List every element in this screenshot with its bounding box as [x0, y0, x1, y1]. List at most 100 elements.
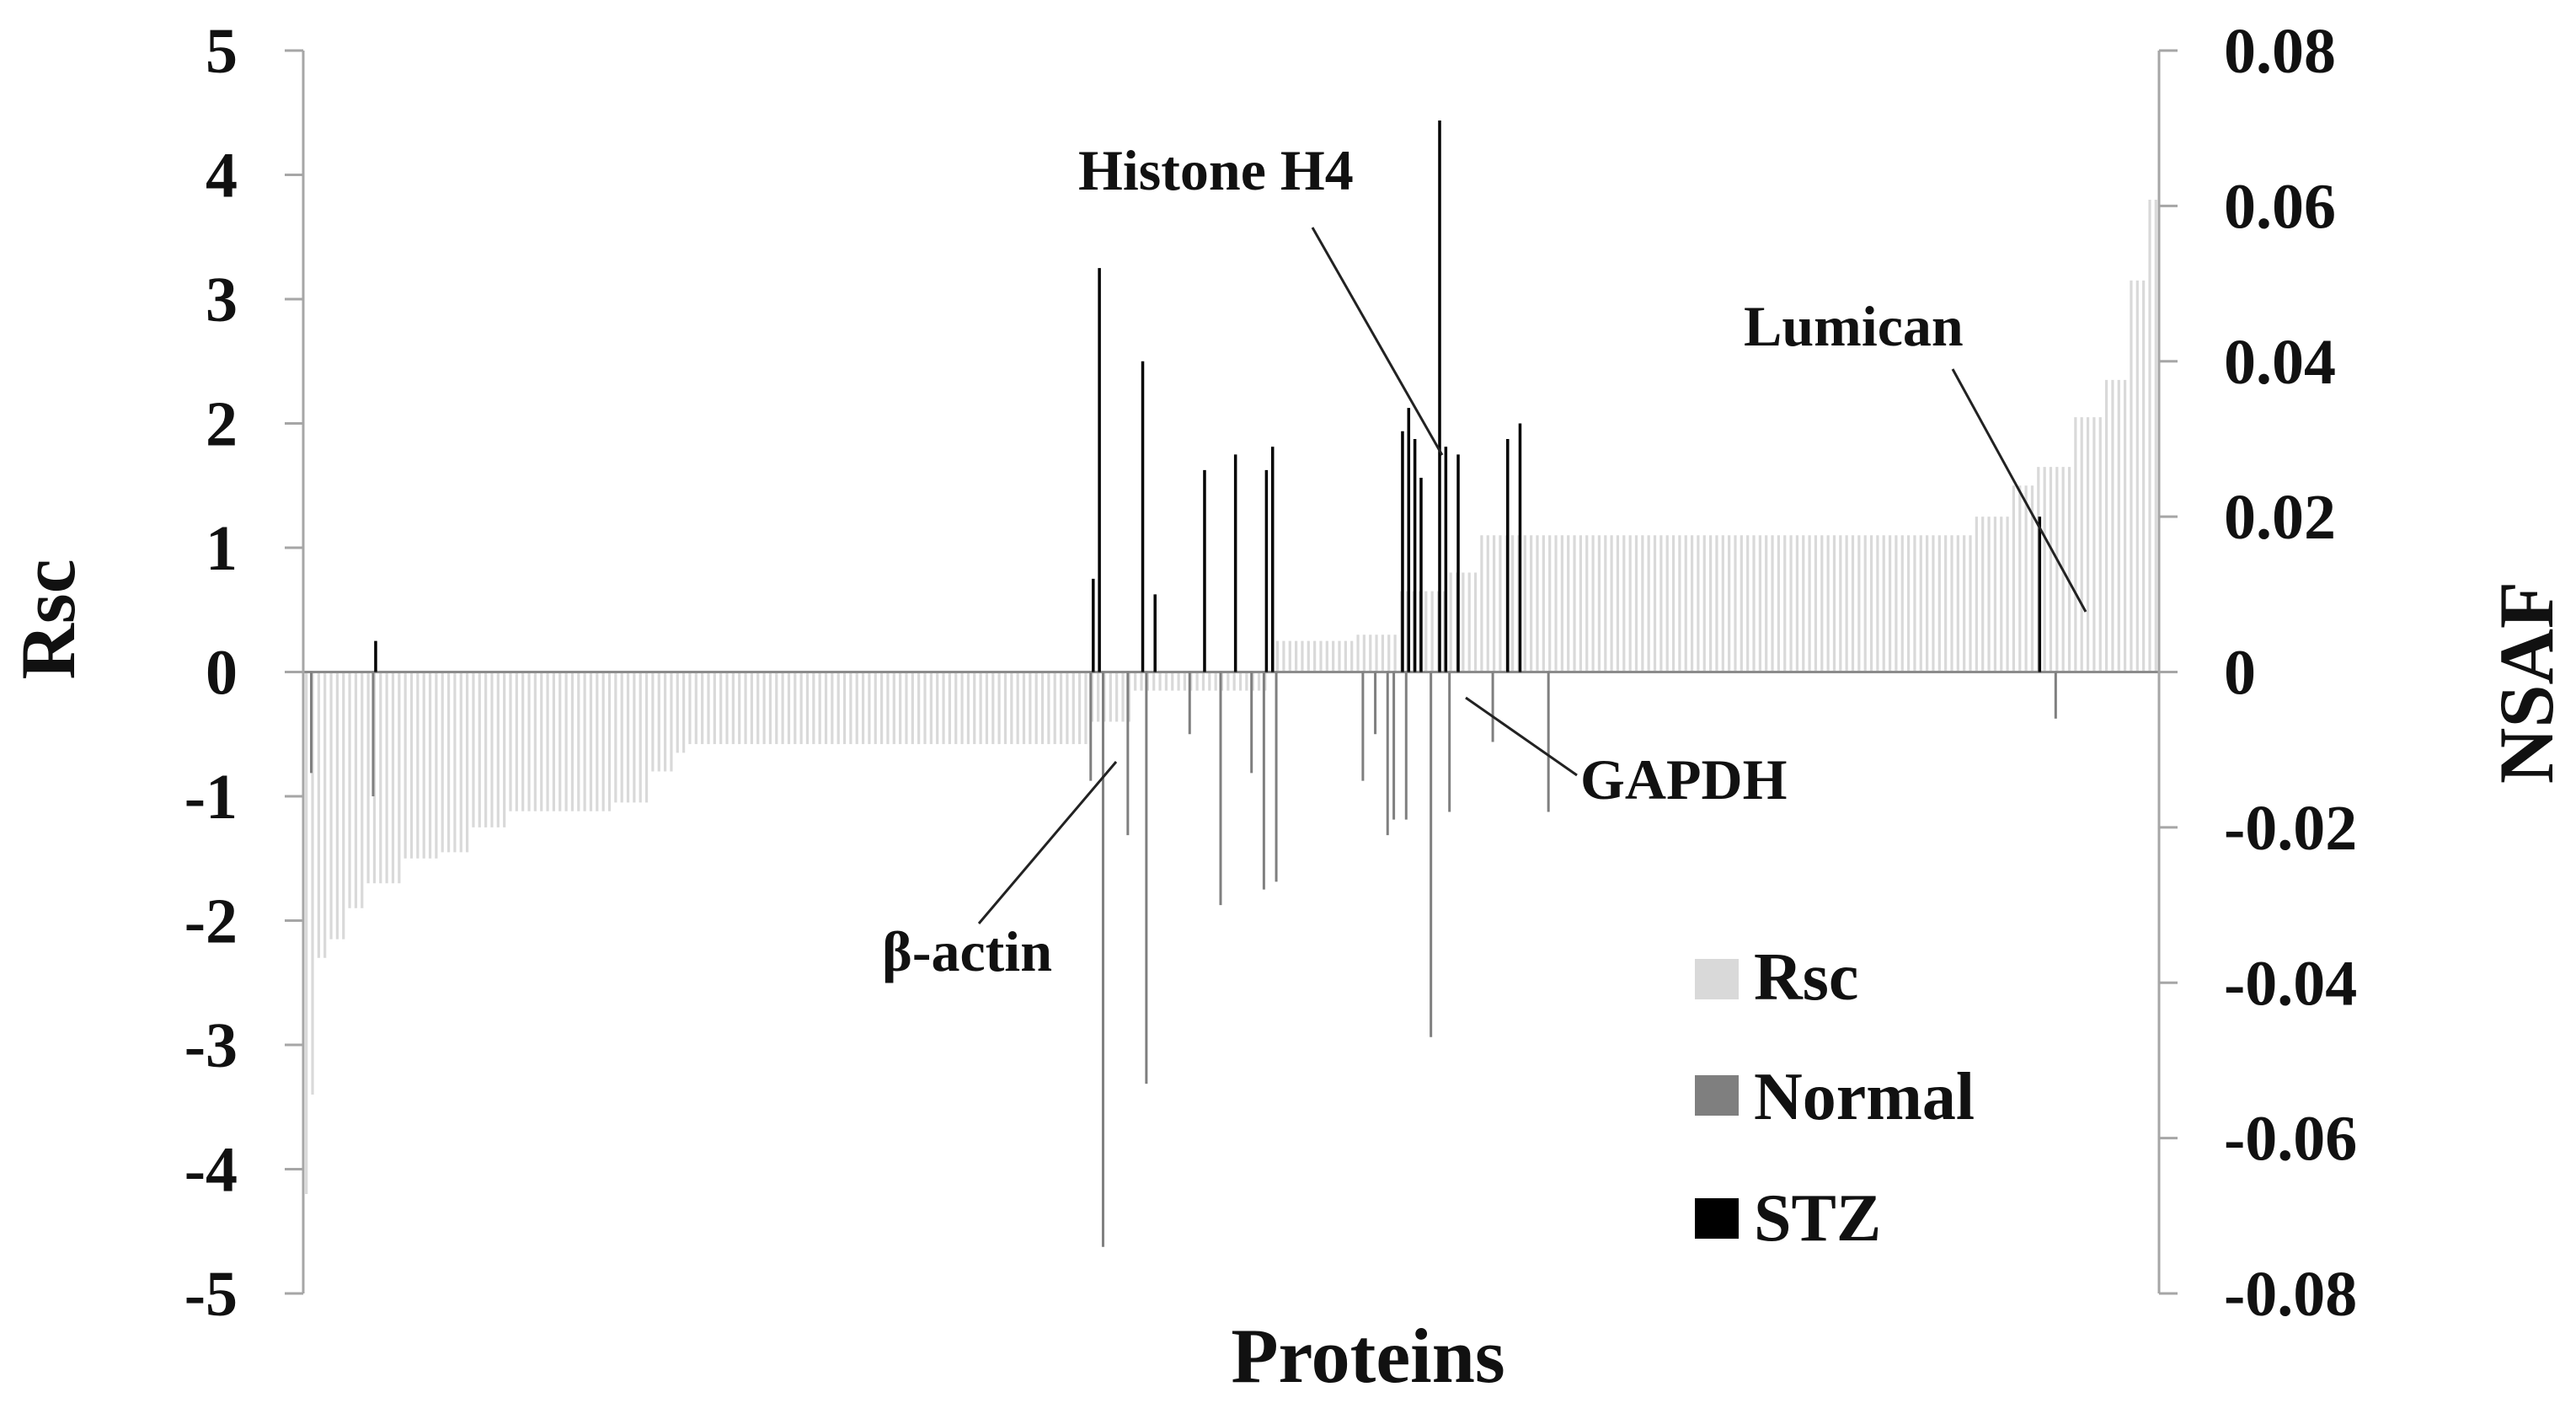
rsc-bar	[2104, 379, 2108, 672]
rsc-bar	[2043, 467, 2046, 672]
rsc-bar	[1473, 572, 1478, 672]
rsc-bar	[824, 672, 828, 745]
rsc-bar	[948, 672, 951, 745]
rsc-bar	[954, 672, 958, 745]
rsc-bar	[2018, 485, 2022, 672]
rsc-bar	[1678, 535, 1681, 672]
rsc-bar	[1047, 672, 1050, 745]
rsc-bar	[509, 672, 512, 811]
rsc-bar	[1449, 572, 1452, 672]
rsc-bar	[1641, 535, 1644, 672]
rsc-bar	[311, 672, 314, 1095]
right-tick-label: -0.08	[2224, 1259, 2357, 1330]
rsc-bar	[1467, 572, 1471, 672]
rsc-bar	[1560, 535, 1563, 672]
rsc-bar	[1746, 535, 1750, 672]
rsc-bar	[1876, 535, 1879, 672]
rsc-bar	[1684, 535, 1687, 672]
rsc-bar	[1369, 635, 1372, 672]
rsc-bar	[892, 672, 895, 745]
rsc-bar	[701, 672, 704, 745]
rsc-bar	[1993, 517, 1997, 672]
rsc-bar	[670, 672, 673, 772]
rsc-bar	[644, 672, 649, 803]
rsc-bar	[1066, 672, 1069, 745]
rsc-bar	[1164, 672, 1168, 691]
right-tick-label: 0.08	[2224, 16, 2336, 87]
rsc-bar	[1109, 672, 1112, 722]
rsc-bar	[453, 672, 457, 853]
rsc-bar	[1097, 672, 1100, 722]
rsc-bar	[416, 672, 420, 859]
rsc-bar	[435, 672, 438, 859]
annotation-beta-actin: β-actin	[882, 919, 1052, 983]
rsc-bar	[323, 672, 327, 958]
rsc-bar	[855, 672, 858, 745]
annotations: Histone H4 Lumican GAPDH β-actin	[882, 138, 2087, 983]
right-tick-label: 0.06	[2224, 171, 2336, 242]
rsc-bar	[1758, 535, 1761, 672]
right-tick-label: 0.02	[2224, 482, 2336, 553]
rsc-bar	[1956, 535, 1959, 672]
rsc-bar	[1381, 635, 1385, 672]
rsc-bar	[478, 672, 481, 827]
rsc-bar	[1622, 535, 1626, 672]
rsc-bar	[1084, 672, 1088, 745]
rsc-bar	[676, 672, 679, 753]
rsc-bar	[1183, 672, 1187, 691]
rsc-bar	[1282, 640, 1285, 672]
rsc-bar	[2135, 280, 2139, 672]
rsc-bar	[633, 672, 636, 803]
rsc-bar	[973, 672, 976, 745]
legend-label-stz: STZ	[1754, 1181, 1881, 1256]
rsc-bar	[1832, 535, 1836, 672]
rsc-bar	[546, 672, 549, 811]
rsc-bar	[1963, 535, 1966, 672]
rsc-bar	[614, 672, 617, 803]
rsc-bar	[794, 672, 797, 745]
rsc-bar	[917, 672, 921, 745]
rsc-bar	[2030, 485, 2034, 672]
rsc-bar	[905, 672, 908, 745]
rsc-bar	[707, 672, 710, 745]
rsc-bar	[719, 672, 723, 745]
left-tick-label: -3	[184, 1010, 238, 1081]
rsc-bar	[1845, 535, 1848, 672]
rsc-bar	[1628, 535, 1632, 672]
rsc-bar	[1659, 535, 1663, 672]
rsc-bar	[1424, 591, 1428, 672]
right-axis: 0.08 0.06 0.04 0.02 0 -0.02 -0.04 -0.06 -0.08	[2157, 16, 2357, 1330]
rsc-bar	[1307, 640, 1310, 672]
rsc-bar	[1900, 535, 1904, 672]
rsc-bar	[1567, 535, 1570, 672]
rsc-bar	[1511, 535, 1515, 672]
series-stz	[374, 120, 2042, 672]
rsc-bar	[1882, 535, 1885, 672]
rsc-bar	[738, 672, 741, 745]
rsc-bar	[657, 672, 660, 772]
rsc-bar	[404, 672, 407, 859]
rsc-bar	[812, 672, 815, 745]
rsc-bar	[1245, 672, 1248, 691]
rsc-bar	[490, 672, 494, 827]
rsc-bar	[1944, 535, 1948, 672]
rsc-bar	[385, 672, 388, 884]
rsc-bar	[1499, 535, 1502, 672]
rsc-bar	[366, 672, 370, 884]
rsc-bar	[1362, 635, 1365, 672]
rsc-bar	[713, 672, 716, 745]
rsc-bar	[1709, 535, 1713, 672]
rsc-bar	[2124, 379, 2127, 672]
rsc-bar	[1134, 672, 1137, 691]
rsc-bar	[1671, 535, 1675, 672]
right-tick-label: -0.06	[2224, 1104, 2357, 1175]
rsc-bar	[1016, 672, 1019, 745]
rsc-bar	[899, 672, 902, 745]
rsc-bar	[2142, 280, 2146, 672]
rsc-bar	[1616, 535, 1620, 672]
rsc-bar	[305, 672, 308, 1194]
rsc-bar	[979, 672, 982, 745]
rsc-bar	[564, 672, 568, 811]
rsc-bar	[831, 672, 834, 745]
rsc-bar	[942, 672, 945, 745]
